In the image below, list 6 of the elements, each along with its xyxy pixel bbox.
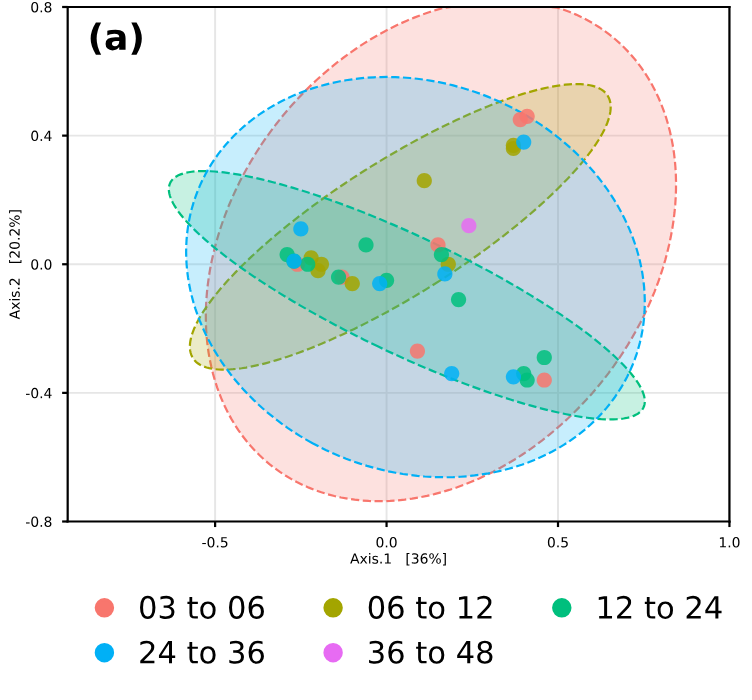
legend-label: 03 to 06 (140, 595, 264, 619)
legend-label: 36 to 48 (369, 640, 493, 664)
legend-label: 12 to 24 (598, 595, 722, 619)
legend-label: 24 to 36 (140, 640, 264, 664)
annotation: (a) (90, 22, 142, 55)
legend-label: 06 to 12 (368, 595, 492, 619)
